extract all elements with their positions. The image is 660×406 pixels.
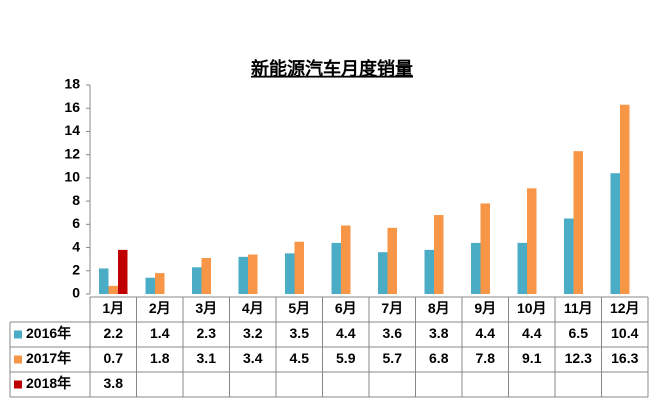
bar [564, 218, 574, 294]
x-tick-label: 6月 [335, 300, 357, 316]
y-tick-label: 16 [64, 99, 80, 115]
bar [108, 285, 118, 294]
table-value: 5.7 [383, 350, 403, 366]
y-tick-label: 12 [64, 145, 80, 161]
table-value: 6.5 [569, 325, 589, 341]
x-tick-label: 3月 [195, 300, 217, 316]
y-tick-label: 10 [64, 169, 80, 185]
table-value: 3.2 [243, 325, 263, 341]
bar [378, 252, 388, 294]
bar [285, 253, 295, 294]
table-value: 3.5 [290, 325, 310, 341]
table-value: 5.9 [336, 350, 356, 366]
table-value: 6.8 [429, 350, 449, 366]
chart-title: 新能源汽车月度销量 [251, 58, 413, 79]
table-value: 3.6 [383, 325, 403, 341]
table-value: 1.8 [150, 350, 170, 366]
bar [192, 267, 202, 294]
y-tick-label: 0 [72, 285, 80, 301]
y-tick-label: 4 [72, 238, 80, 254]
table-value: 12.3 [565, 350, 592, 366]
bar [145, 277, 155, 294]
bar [341, 225, 351, 294]
table-value: 4.5 [290, 350, 310, 366]
bar [118, 249, 128, 294]
table-value: 4.4 [522, 325, 542, 341]
bar [248, 254, 258, 294]
bar [527, 188, 537, 294]
bar [99, 268, 109, 294]
bar [573, 151, 583, 294]
bar [471, 242, 481, 294]
table-value: 16.3 [611, 350, 638, 366]
bar [201, 258, 211, 294]
legend-swatch [14, 380, 22, 389]
bar [294, 241, 304, 294]
y-tick-label: 18 [64, 76, 80, 92]
bar [238, 256, 248, 294]
y-tick-label: 6 [72, 215, 80, 231]
y-tick-label: 2 [72, 261, 80, 277]
x-tick-label: 12月 [610, 300, 640, 316]
table-value: 3.4 [243, 350, 263, 366]
bar [155, 273, 165, 294]
bar [480, 203, 490, 294]
bar [331, 242, 341, 294]
bar [387, 227, 397, 294]
table-value: 1.4 [150, 325, 170, 341]
table-value: 10.4 [611, 325, 638, 341]
x-tick-label: 7月 [381, 300, 403, 316]
legend-label: 2017年 [26, 350, 71, 366]
x-tick-label: 5月 [288, 300, 310, 316]
table-value: 7.8 [476, 350, 496, 366]
x-tick-label: 4月 [242, 300, 264, 316]
x-tick-label: 11月 [564, 300, 593, 316]
legend-swatch [14, 330, 22, 339]
bar [610, 173, 620, 294]
x-tick-label: 9月 [474, 300, 496, 316]
table-value: 4.4 [336, 325, 356, 341]
legend-label: 2016年 [26, 325, 71, 341]
x-tick-label: 8月 [428, 300, 450, 316]
bar [517, 242, 527, 294]
y-tick-label: 8 [72, 192, 80, 208]
legend-swatch [14, 355, 22, 364]
table-value: 9.1 [522, 350, 542, 366]
table-value: 4.4 [476, 325, 496, 341]
bar [434, 215, 444, 294]
legend-label: 2018年 [26, 375, 71, 391]
table-value: 3.8 [429, 325, 449, 341]
y-tick-label: 14 [64, 122, 80, 138]
table-value: 0.7 [104, 350, 124, 366]
x-tick-label: 10月 [517, 300, 547, 316]
table-value: 2.3 [197, 325, 217, 341]
bar [424, 249, 434, 294]
x-tick-label: 2月 [149, 300, 171, 316]
table-value: 3.8 [104, 375, 124, 391]
table-value: 3.1 [197, 350, 217, 366]
x-tick-label: 1月 [102, 300, 124, 316]
table-value: 2.2 [104, 325, 124, 341]
bar [620, 104, 630, 294]
